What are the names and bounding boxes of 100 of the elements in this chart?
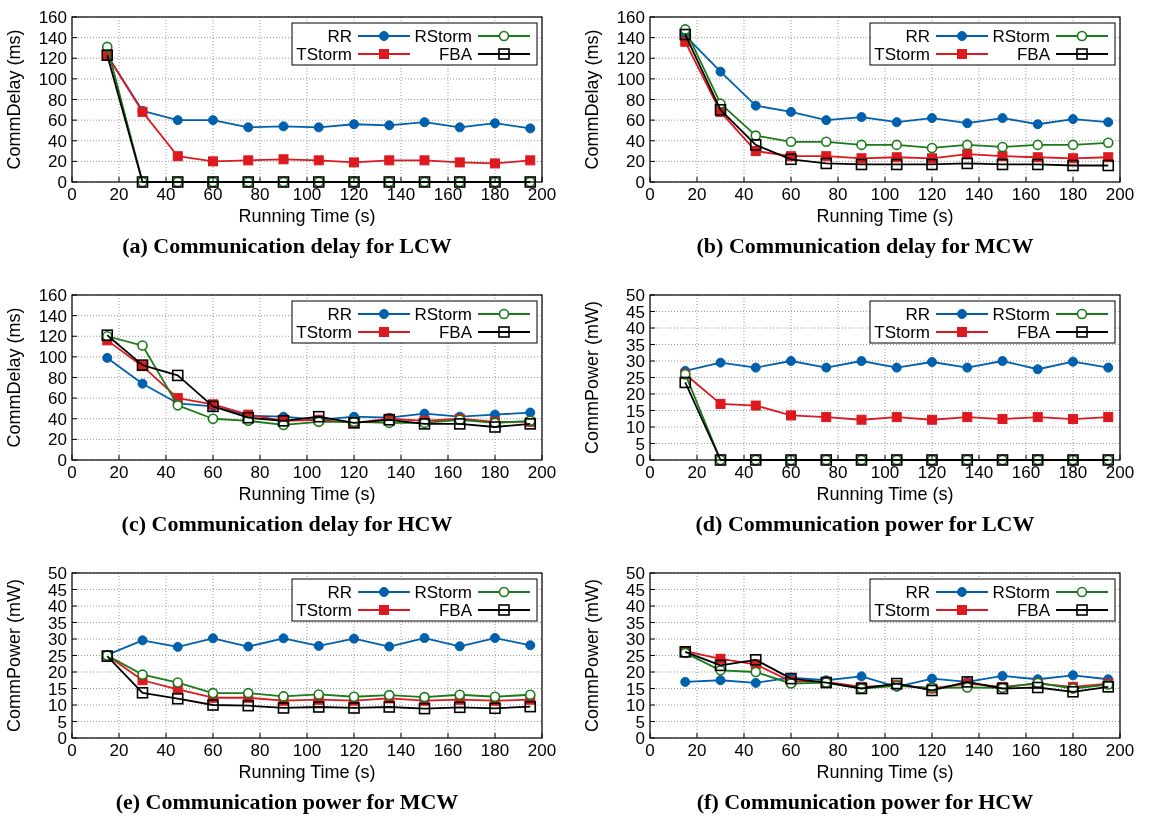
y-tick-label: 60 (48, 389, 67, 409)
y-tick-label: 10 (48, 696, 67, 715)
x-tick-label: 200 (1105, 741, 1135, 760)
x-tick-label: 100 (292, 463, 322, 482)
x-tick-label: 40 (734, 185, 754, 204)
y-tick-label: 0 (57, 451, 67, 470)
legend-label: TStorm (296, 45, 352, 64)
x-tick-label: 20 (687, 185, 707, 204)
x-tick-label: 160 (1011, 185, 1041, 204)
legend-label: TStorm (874, 323, 930, 342)
x-tick-label: 100 (870, 741, 900, 760)
x-tick-label: 180 (480, 185, 510, 204)
text: (c) Communication delay for HCW (121, 511, 453, 536)
x-tick-label: 60 (203, 741, 223, 760)
legend-label: RStorm (414, 305, 472, 324)
legend-label: RR (905, 27, 930, 46)
y-tick-label: 35 (626, 613, 645, 633)
legend-label: FBA (1016, 45, 1051, 64)
y-tick-label: 160 (616, 8, 645, 27)
x-tick-label: 200 (527, 185, 557, 204)
y-tick-label: 80 (626, 90, 645, 110)
x-tick-label: 60 (781, 185, 801, 204)
legend-label: RR (327, 583, 352, 602)
legend-label: RStorm (992, 583, 1050, 602)
y-tick-label: 140 (38, 306, 67, 326)
legend-label: RR (905, 583, 930, 602)
text: (d) Communication power for LCW (695, 511, 1035, 536)
x-tick-label: 80 (250, 741, 270, 760)
text: (e) Communication power for MCW (115, 789, 459, 814)
y-tick-label: 0 (57, 173, 67, 192)
x-tick-label: 60 (203, 185, 223, 204)
x-tick-label: 100 (292, 741, 322, 760)
y-tick-label: 0 (635, 451, 645, 470)
x-tick-label: 160 (1011, 741, 1041, 760)
y-tick-label: 160 (38, 286, 67, 305)
y-tick-label: 40 (626, 319, 645, 338)
legend-label: RStorm (414, 27, 472, 46)
y-tick-label: 45 (48, 580, 67, 600)
y-tick-label: 5 (57, 712, 67, 732)
y-tick-label: 25 (626, 646, 645, 666)
y-tick-label: 160 (38, 8, 67, 27)
legend-label: TStorm (874, 601, 930, 620)
x-tick-label: 80 (828, 185, 848, 204)
y-tick-label: 60 (626, 111, 645, 131)
y-tick-label: 15 (626, 679, 645, 699)
x-tick-label: 80 (828, 741, 848, 760)
y-tick-label: 0 (635, 729, 645, 748)
x-tick-label: 100 (292, 185, 322, 204)
x-tick-label: 140 (964, 463, 994, 482)
y-tick-label: 20 (48, 663, 67, 682)
x-tick-label: 20 (109, 463, 129, 482)
y-tick-label: 40 (48, 131, 67, 151)
y-tick-label: 0 (57, 729, 67, 748)
x-tick-label: 140 (386, 463, 416, 482)
y-tick-label: 35 (48, 613, 67, 633)
x-tick-label: 20 (687, 463, 707, 482)
x-tick-label: 160 (1011, 463, 1041, 482)
x-tick-label: 80 (828, 463, 848, 482)
y-tick-label: 140 (38, 28, 67, 48)
y-tick-label: 20 (626, 663, 645, 682)
x-tick-label: 20 (109, 185, 129, 204)
y-tick-label: 140 (616, 28, 645, 48)
x-tick-label: 40 (156, 741, 176, 760)
y-tick-label: 40 (626, 597, 645, 616)
x-tick-label: 180 (480, 741, 510, 760)
x-tick-label: 200 (527, 463, 557, 482)
legend-label: RStorm (992, 27, 1050, 46)
y-axis-title: CommPower (mW) (4, 579, 24, 732)
x-tick-label: 40 (734, 741, 754, 760)
y-tick-label: 40 (626, 131, 645, 151)
y-tick-label: 50 (626, 286, 645, 305)
y-tick-label: 50 (626, 564, 645, 583)
x-tick-label: 60 (781, 741, 801, 760)
x-axis-title: Running Time (s) (238, 206, 376, 226)
y-tick-label: 80 (48, 90, 67, 110)
y-axis-title: CommDelay (ms) (4, 307, 24, 448)
text: (a) Communication delay for LCW (122, 233, 452, 258)
y-tick-label: 20 (48, 152, 67, 172)
legend-label: FBA (1016, 601, 1051, 620)
x-tick-label: 120 (339, 185, 369, 204)
y-tick-label: 100 (38, 69, 67, 89)
y-tick-label: 30 (48, 630, 67, 649)
x-tick-label: 200 (1105, 463, 1135, 482)
x-tick-label: 100 (870, 463, 900, 482)
y-tick-label: 40 (48, 597, 67, 616)
y-axis-title: CommPower (mW) (582, 579, 602, 732)
x-tick-label: 200 (1105, 185, 1135, 204)
x-tick-label: 120 (917, 741, 947, 760)
text: (b) Communication delay for MCW (696, 233, 1034, 258)
legend-label: FBA (438, 601, 473, 620)
x-tick-label: 160 (433, 185, 463, 204)
y-tick-label: 120 (38, 49, 67, 69)
y-tick-label: 20 (626, 152, 645, 172)
y-tick-label: 120 (616, 49, 645, 69)
y-axis-title: CommDelay (ms) (582, 29, 602, 170)
legend-label: RR (327, 27, 352, 46)
x-tick-label: 160 (433, 741, 463, 760)
x-tick-label: 120 (917, 185, 947, 204)
x-tick-label: 40 (734, 463, 754, 482)
y-tick-label: 20 (48, 430, 67, 450)
